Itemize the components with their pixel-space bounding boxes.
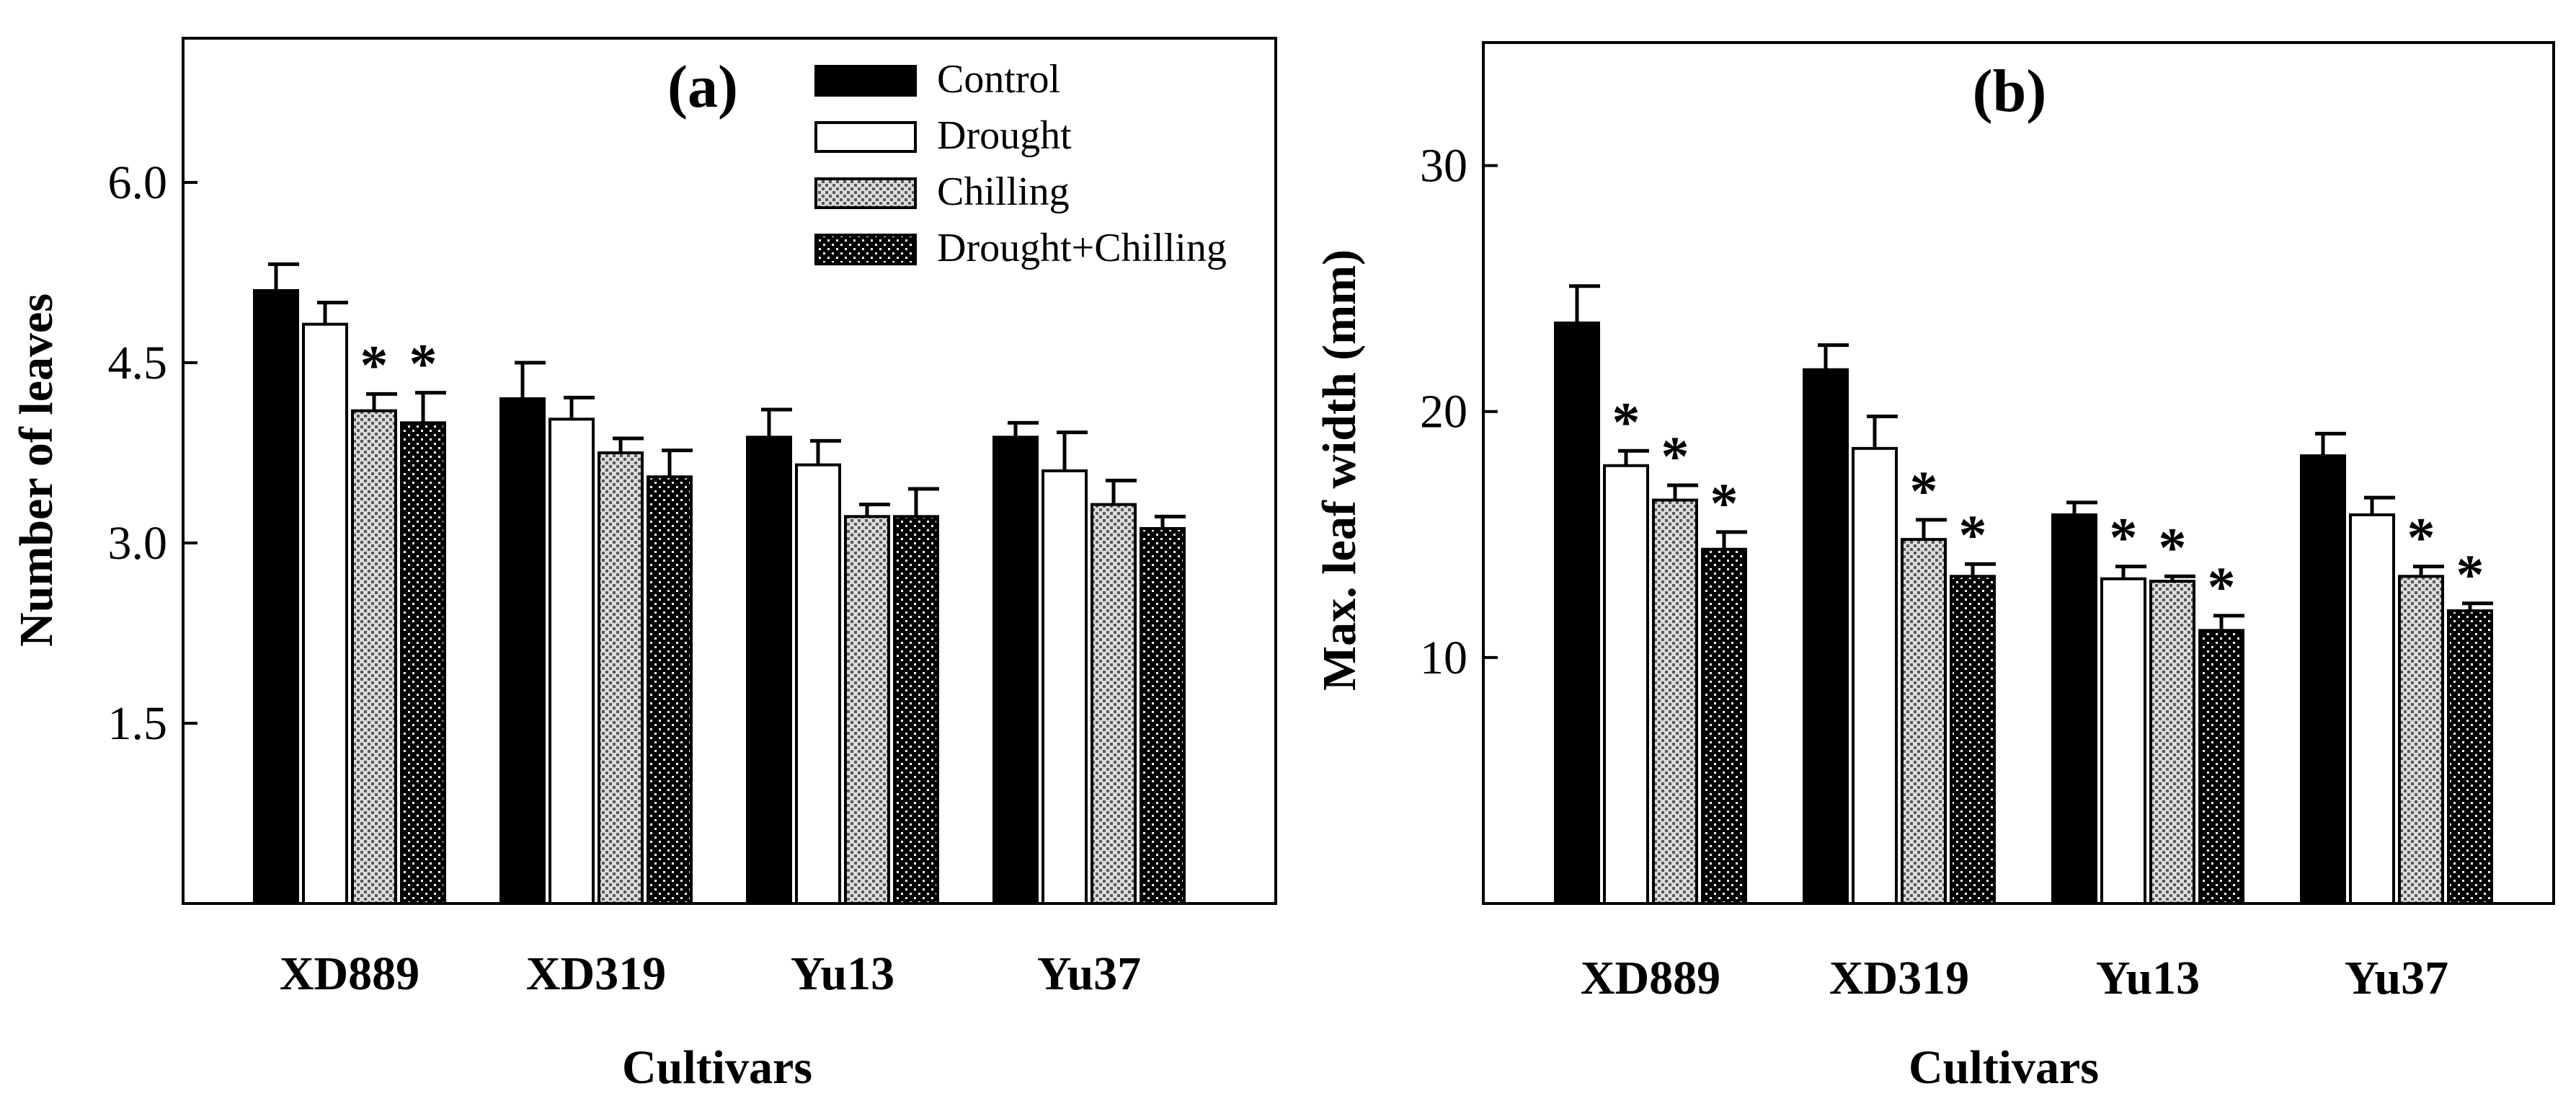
panel-a-x-axis-title: Cultivars: [622, 1041, 812, 1094]
panel-a-bar-xd319-control: [499, 397, 546, 905]
panel-a-bar-yu13-drought-chilling: [893, 515, 939, 905]
panel-b-bar-yu13-control: [2051, 513, 2097, 905]
panel-b-bar-yu37-chilling: [2398, 575, 2444, 906]
legend: Control Drought Chilling Drought+Chilling: [814, 57, 1227, 270]
panel-a-bars: * *: [253, 262, 1186, 905]
panel-b-bar-xd319-chilling-significance-mark: *: [1910, 459, 1938, 522]
panel-a-bar-yu37-drought: [1041, 469, 1088, 905]
panel-b-y-tick-label-1: 20: [1420, 386, 1467, 438]
panel-b-bar-yu13-drought-chilling-significance-mark: *: [2208, 555, 2236, 618]
legend-swatch-drought: [814, 121, 917, 153]
panel-b-category-label-3: Yu37: [2345, 952, 2448, 1004]
panel-a-y-tick-label-2: 4.5: [108, 337, 168, 389]
panel-a-plot-frame: [182, 37, 1277, 905]
panel-a-bar-xd319-chilling: [598, 451, 644, 905]
panel-b-bar-yu37-drought: [2349, 513, 2395, 905]
panel-b-bar-xd319-drought-chilling: [1950, 575, 1996, 906]
panel-a-category-label-0: XD889: [280, 947, 419, 1000]
panel-a-bar-xd889-chilling-significance-mark: *: [360, 333, 388, 396]
panel-a-bar-yu13-control: [746, 436, 792, 905]
panel-b-category-label-1: XD319: [1829, 952, 1969, 1004]
panel-b-bar-xd319-drought-chilling-significance-mark: *: [1959, 503, 1987, 566]
legend-label-drought: Drought: [937, 113, 1072, 158]
legend-label-control: Control: [937, 57, 1060, 102]
panel-b-bar-xd889-control: [1554, 321, 1600, 906]
panel-a-y-tick-label-0: 1.5: [108, 697, 168, 750]
panel-b-bar-xd889-drought-significance-mark: *: [1612, 390, 1640, 453]
panel-b-bar-xd889-drought-chilling: [1701, 547, 1747, 905]
panel-b-y-tick-label-2: 30: [1420, 140, 1467, 193]
panel-b-bar-yu37-drought-chilling: [2447, 609, 2493, 905]
panel-b-bar-xd319-control: [1803, 368, 1849, 905]
panel-b-bar-xd319-chilling: [1901, 538, 1947, 905]
panel-a-y-tick-label-3: 6.0: [108, 156, 168, 209]
panel-a-category-label-1: XD319: [526, 947, 666, 1000]
panel-b-bar-xd889-drought-chilling-significance-mark: *: [1710, 472, 1738, 534]
panel-b-bar-xd319-drought: [1852, 446, 1898, 905]
panel-a-bar-xd319-drought-chilling: [647, 475, 693, 905]
panel-a-category-label-3: Yu37: [1037, 947, 1141, 1000]
panel-a-bar-yu37-drought-chilling: [1140, 527, 1186, 905]
panel-a-bar-yu37-chilling: [1091, 503, 1137, 905]
panel-a-bar-xd889-drought: [302, 322, 348, 905]
panel-b-bar-xd889-drought: [1603, 464, 1649, 905]
panel-a-label: (a): [667, 53, 738, 120]
legend-swatch-chilling: [814, 177, 917, 209]
panel-a-y-tick-label-1: 3.0: [108, 517, 168, 570]
panel-b-x-axis-title: Cultivars: [1909, 1041, 2099, 1094]
panel-b-label: (b): [1973, 58, 2047, 125]
panel-a-x-axis: XD889 XD319 Yu13 Yu37: [280, 947, 1141, 1000]
panel-b-leaf-width-chart: 10 20 30 * * * * * * * * * * XD889 XD319 Yu13 Yu37 (b)…: [1313, 41, 2555, 1094]
panel-a-leaf-count-chart: 1.53.04.56.0 * * XD889 XD319 Yu13 Yu37 (a) C…: [10, 37, 1277, 1094]
legend-label-chilling: Chilling: [937, 169, 1070, 214]
panel-b-bar-yu13-drought-chilling: [2198, 629, 2244, 905]
legend-swatch-control: [814, 65, 917, 97]
legend-label-drought-chilling: Drought+Chilling: [937, 226, 1227, 270]
panel-b-bar-yu37-drought-chilling-significance-mark: *: [2456, 543, 2484, 606]
panel-a-bar-yu13-chilling: [844, 515, 890, 905]
panel-a-bar-xd889-drought-chilling-significance-mark: *: [409, 332, 438, 395]
panel-b-y-axis-title: Max. leaf width (mm): [1313, 249, 1366, 691]
panel-b-bar-yu13-drought: [2100, 577, 2146, 905]
panel-b-bar-yu37-chilling-significance-mark: *: [2407, 506, 2435, 569]
legend-swatch-drought-chilling: [814, 234, 917, 265]
panel-b-bar-xd889-chilling-significance-mark: *: [1661, 425, 1689, 487]
panel-b-x-axis: XD889 XD319 Yu13 Yu37: [1581, 952, 2448, 1004]
panel-a-bar-xd889-drought-chilling: [400, 421, 446, 905]
panel-b-category-label-2: Yu13: [2096, 952, 2200, 1004]
panel-a-bar-xd889-control: [253, 289, 299, 905]
panel-a-y-axis: 1.5 3.0 4.5 6.0: [108, 156, 197, 750]
panel-b-y-tick-label-0: 10: [1420, 632, 1467, 684]
panel-b-plot-frame: [1482, 41, 2555, 905]
panel-a-category-label-2: Yu13: [791, 947, 894, 1000]
panel-b-bar-yu37-control: [2300, 454, 2346, 905]
panel-a-bar-xd889-chilling: [351, 409, 397, 905]
panel-b-y-axis: 10 20 30: [1420, 140, 1498, 684]
panel-b-bars: * * * * * * * * * *: [1554, 284, 2493, 906]
panel-a-y-axis-title: Number of leaves: [10, 293, 63, 647]
panel-b-bar-yu13-chilling: [2149, 580, 2195, 905]
panel-b-bar-xd889-chilling: [1652, 498, 1698, 905]
panel-b-category-label-0: XD889: [1581, 952, 1720, 1004]
panel-a-bar-xd319-drought: [548, 417, 595, 905]
panel-b-bar-yu13-chilling-significance-mark: *: [2159, 516, 2187, 578]
panel-b-bar-yu13-drought-significance-mark: *: [2110, 506, 2138, 569]
panel-a-bar-yu37-control: [992, 436, 1039, 905]
panel-a-bar-yu13-drought: [795, 463, 841, 905]
